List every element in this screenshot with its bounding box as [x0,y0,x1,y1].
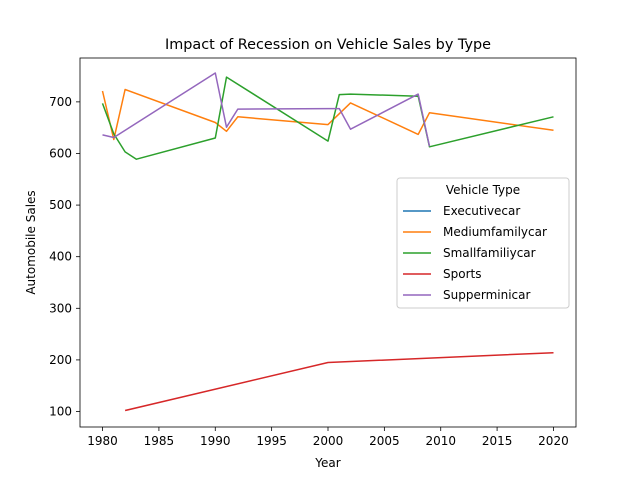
y-axis-ticks: 100 200 300 400 500 600 700 [49,95,80,419]
legend: Vehicle Type Executivecar Mediumfamilycar… [396,177,570,309]
legend-items: Executivecar Mediumfamilycar Smallfamiliyc… [403,204,547,302]
legend-label-sports: Sports [443,267,481,281]
y-tick-label: 100 [49,405,72,419]
series-line-mediumfamilycar [101,88,554,141]
x-axis-label: Year [314,456,340,470]
y-tick-label: 700 [49,95,72,109]
x-tick-label: 1985 [144,434,175,448]
legend-frame [396,177,570,309]
x-tick-label: 2005 [369,434,400,448]
y-tick-label: 200 [49,353,72,367]
x-axis-ticks: 1980 1985 1990 1995 2000 2005 2010 2015 2020 [87,427,569,448]
legend-label-supperminicar: Supperminicar [443,288,530,302]
legend-title: Vehicle Type [446,183,520,197]
y-tick-label: 300 [49,301,72,315]
series-line-smallfamiliycar [101,76,554,160]
series-line-sports [124,351,554,412]
x-tick-label: 2015 [482,434,513,448]
y-axis-label: Automobile Sales [24,190,38,294]
x-tick-label: 2000 [313,434,344,448]
x-tick-label: 2010 [425,434,456,448]
x-tick-label: 1990 [200,434,231,448]
legend-label-executivecar: Executivecar [443,204,520,218]
chart-title: Impact of Recession on Vehicle Sales by … [165,37,491,53]
legend-label-smallfamiliycar: Smallfamiliycar [443,246,536,260]
y-tick-label: 600 [49,146,72,160]
x-tick-label: 2020 [538,434,569,448]
y-tick-label: 400 [49,250,72,264]
legend-label-mediumfamilycar: Mediumfamilycar [443,225,547,239]
x-tick-label: 1995 [256,434,287,448]
plot-lines [101,72,554,412]
x-tick-label: 1980 [87,434,118,448]
series-line-supperminicar [102,72,431,147]
y-tick-label: 500 [49,198,72,212]
